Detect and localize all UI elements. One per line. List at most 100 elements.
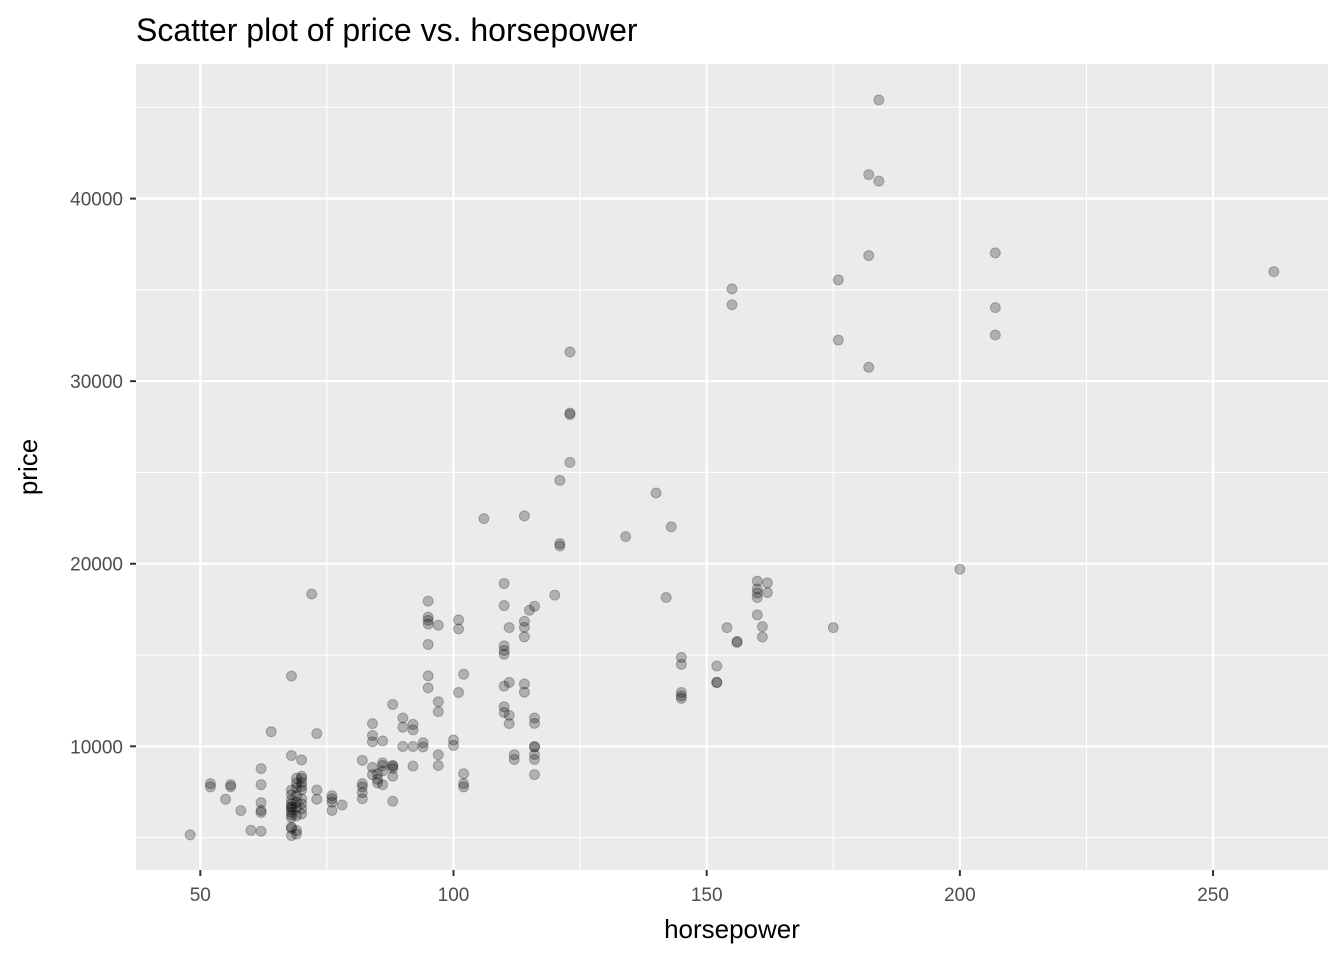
data-point — [296, 808, 308, 820]
data-point — [377, 779, 389, 791]
data-point — [356, 754, 368, 766]
data-point — [387, 760, 399, 772]
data-point — [377, 735, 389, 747]
data-point — [620, 531, 632, 543]
data-point — [529, 749, 541, 761]
data-point — [285, 829, 297, 841]
data-point — [726, 283, 738, 295]
data-point — [377, 757, 389, 769]
data-point — [285, 821, 297, 833]
data-point — [285, 801, 297, 813]
data-point — [498, 577, 510, 589]
data-point — [422, 670, 434, 682]
data-point — [422, 638, 434, 650]
data-point — [311, 784, 323, 796]
data-point — [529, 712, 541, 724]
data-point — [508, 749, 520, 761]
data-point — [498, 640, 510, 652]
data-point — [503, 676, 515, 688]
data-point — [235, 805, 247, 817]
y-tick-label: 30000 — [70, 372, 123, 393]
data-point — [731, 635, 743, 647]
data-point — [407, 718, 419, 730]
data-point — [518, 615, 530, 627]
x-tick-label: 200 — [944, 885, 976, 906]
data-point — [731, 636, 743, 648]
data-point — [296, 803, 308, 815]
data-point — [285, 670, 297, 682]
data-point — [832, 274, 844, 286]
data-point — [225, 781, 237, 793]
data-point — [751, 575, 763, 587]
data-point — [458, 768, 470, 780]
data-point — [756, 631, 768, 643]
data-point — [296, 754, 308, 766]
data-points — [184, 94, 1280, 841]
data-point — [311, 793, 323, 805]
data-point — [417, 737, 429, 749]
x-tick-label: 50 — [190, 885, 211, 906]
data-point — [372, 777, 384, 789]
data-point — [458, 668, 470, 680]
data-point — [204, 778, 216, 790]
data-point — [711, 676, 723, 688]
y-tick-label: 20000 — [70, 555, 123, 576]
data-point — [832, 334, 844, 346]
data-point — [432, 760, 444, 772]
data-point — [478, 513, 490, 525]
data-point — [554, 538, 566, 550]
data-point — [296, 793, 308, 805]
data-point — [827, 622, 839, 634]
data-point — [432, 749, 444, 761]
data-point — [366, 736, 378, 748]
data-point — [285, 794, 297, 806]
data-point — [529, 717, 541, 729]
data-point — [326, 790, 338, 802]
data-point — [675, 658, 687, 670]
x-tick-label: 100 — [438, 885, 470, 906]
data-point — [336, 799, 348, 811]
data-point — [285, 750, 297, 762]
data-point — [422, 595, 434, 607]
data-point — [387, 699, 399, 711]
data-point — [458, 781, 470, 793]
data-point — [711, 676, 723, 688]
data-point — [989, 302, 1001, 314]
data-point — [184, 829, 196, 841]
data-point — [366, 769, 378, 781]
data-point — [255, 806, 267, 818]
data-point — [372, 768, 384, 780]
data-point — [756, 621, 768, 633]
data-point — [285, 798, 297, 810]
data-point — [407, 760, 419, 772]
grid-lines — [136, 64, 1328, 870]
data-point — [523, 604, 535, 616]
data-point — [564, 407, 576, 419]
data-point — [296, 772, 308, 784]
data-point — [377, 760, 389, 772]
data-point — [265, 726, 277, 738]
data-point — [564, 456, 576, 468]
data-point — [660, 592, 672, 604]
data-point — [372, 773, 384, 785]
data-point — [220, 793, 232, 805]
data-point — [407, 741, 419, 753]
data-point — [422, 611, 434, 623]
data-point — [458, 778, 470, 790]
data-point — [498, 644, 510, 656]
data-point — [255, 763, 267, 775]
data-point — [529, 600, 541, 612]
data-point — [356, 778, 368, 790]
data-point — [356, 787, 368, 799]
data-point — [529, 741, 541, 753]
data-point — [518, 510, 530, 522]
data-point — [432, 619, 444, 631]
data-point — [1268, 266, 1280, 278]
data-point — [554, 540, 566, 552]
data-point — [564, 408, 576, 420]
data-point — [366, 761, 378, 773]
data-point — [296, 770, 308, 782]
data-point — [503, 709, 515, 721]
data-point — [989, 247, 1001, 259]
